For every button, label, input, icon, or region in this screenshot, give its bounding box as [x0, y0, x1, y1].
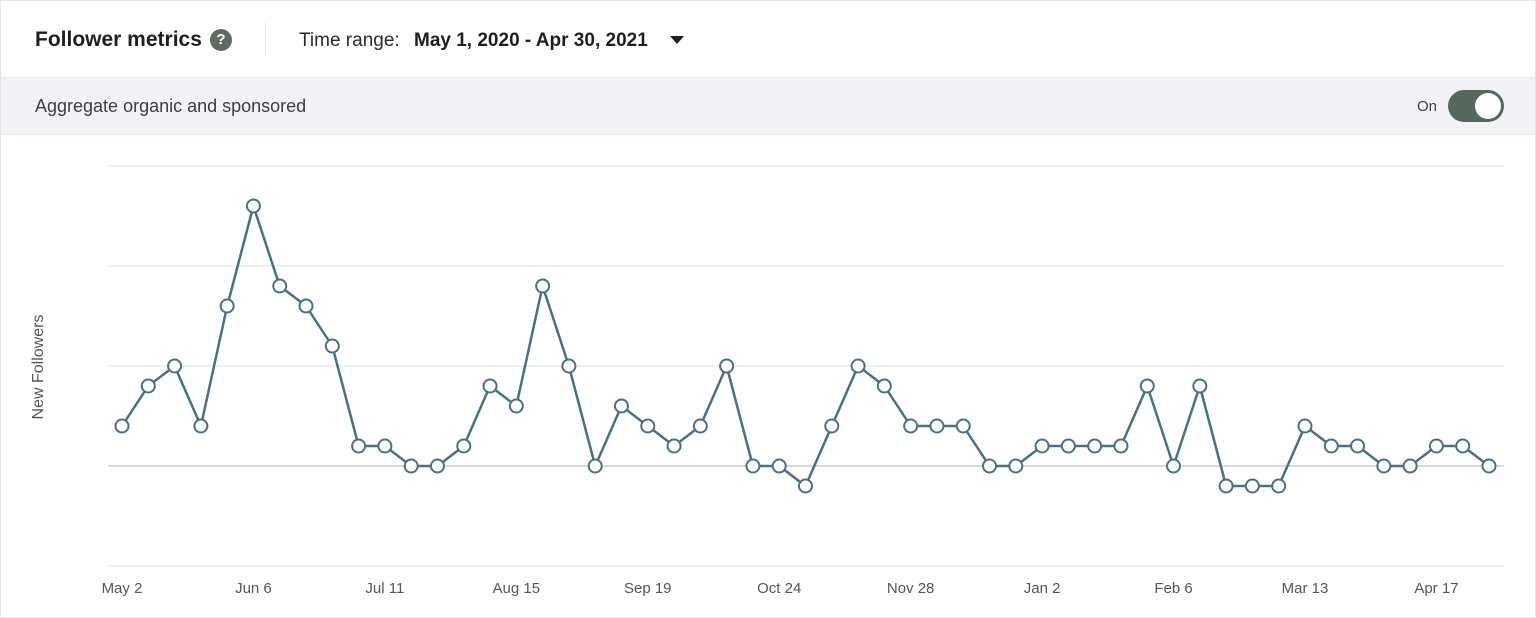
data-point[interactable]	[482, 378, 498, 394]
x-tick-label: Mar 13	[1282, 580, 1329, 597]
data-point[interactable]	[719, 358, 735, 374]
x-tick-label: Aug 15	[493, 580, 541, 597]
data-point[interactable]	[245, 198, 261, 214]
data-point[interactable]	[613, 398, 629, 414]
data-point[interactable]	[1376, 458, 1392, 474]
data-point[interactable]	[324, 338, 340, 354]
data-point[interactable]	[219, 298, 235, 314]
follower-line-chart: New Followers May 2 Jun 6 Jul 11 Aug 15 Sep …	[30, 165, 1504, 597]
x-tick-label: Apr 17	[1414, 580, 1458, 597]
data-point[interactable]	[1113, 438, 1129, 454]
question-circle-icon[interactable]: ?	[210, 29, 232, 51]
aggregate-band: Aggregate organic and sponsored On	[1, 77, 1535, 135]
chart-series	[114, 198, 1497, 494]
card-header: Follower metrics ? Time range: May 1, 20…	[1, 1, 1535, 77]
data-point[interactable]	[298, 298, 314, 314]
data-point[interactable]	[850, 358, 866, 374]
data-point[interactable]	[456, 438, 472, 454]
data-point[interactable]	[929, 418, 945, 434]
data-point[interactable]	[771, 458, 787, 474]
data-point[interactable]	[1455, 438, 1471, 454]
data-point[interactable]	[535, 278, 551, 294]
data-point[interactable]	[1034, 438, 1050, 454]
data-point[interactable]	[876, 378, 892, 394]
aggregate-label: Aggregate organic and sponsored	[35, 96, 307, 116]
toggle-state-label: On	[1417, 98, 1438, 115]
data-point[interactable]	[798, 478, 813, 494]
x-tick-label: Feb 6	[1154, 580, 1192, 597]
data-point[interactable]	[377, 438, 393, 454]
x-tick-label: Jun 6	[235, 580, 272, 597]
data-point[interactable]	[692, 418, 708, 434]
x-tick-label: Oct 24	[757, 580, 801, 597]
data-point[interactable]	[403, 458, 419, 474]
data-point[interactable]	[167, 358, 183, 374]
time-range-label: Time range:	[299, 30, 400, 51]
data-point[interactable]	[1323, 438, 1339, 454]
data-point[interactable]	[1244, 478, 1260, 494]
x-tick-label: Sep 19	[624, 580, 672, 597]
data-point[interactable]	[561, 358, 577, 374]
data-point[interactable]	[745, 458, 761, 474]
x-tick-label: May 2	[102, 580, 143, 597]
data-point[interactable]	[1271, 478, 1287, 494]
x-axis-ticks: May 2 Jun 6 Jul 11 Aug 15 Sep 19 Oct 24 Nov 28…	[102, 580, 1459, 597]
toggle-knob[interactable]	[1475, 93, 1501, 119]
data-point[interactable]	[351, 438, 367, 454]
x-tick-label: Nov 28	[887, 580, 935, 597]
data-point[interactable]	[1428, 438, 1444, 454]
data-point[interactable]	[666, 438, 682, 454]
data-point[interactable]	[1008, 458, 1024, 474]
time-range-dropdown[interactable]: May 1, 2020 - Apr 30, 2021	[414, 30, 648, 51]
data-point[interactable]	[114, 418, 130, 434]
data-point[interactable]	[1139, 378, 1155, 394]
data-point[interactable]	[1481, 458, 1497, 474]
data-point[interactable]	[140, 378, 156, 394]
header-divider	[265, 23, 266, 55]
data-point[interactable]	[1350, 438, 1366, 454]
data-point[interactable]	[824, 418, 840, 434]
data-point[interactable]	[1192, 378, 1208, 394]
data-point[interactable]	[1087, 438, 1103, 454]
chart-grid	[108, 165, 1504, 567]
aggregate-toggle[interactable]	[1448, 90, 1504, 122]
data-point[interactable]	[1060, 438, 1076, 454]
data-point[interactable]	[429, 458, 445, 474]
caret-down-icon[interactable]	[670, 36, 684, 44]
data-point[interactable]	[1402, 458, 1418, 474]
data-point[interactable]	[640, 418, 656, 434]
data-point[interactable]	[1297, 418, 1313, 434]
data-point[interactable]	[903, 418, 919, 434]
data-point[interactable]	[1166, 458, 1182, 474]
y-axis-label: New Followers	[30, 315, 47, 420]
data-point[interactable]	[193, 418, 209, 434]
data-point[interactable]	[587, 458, 603, 474]
data-point[interactable]	[508, 398, 524, 414]
x-tick-label: Jan 2	[1024, 580, 1061, 597]
card-title: Follower metrics	[35, 28, 202, 51]
x-tick-label: Jul 11	[365, 580, 404, 597]
data-point[interactable]	[982, 458, 998, 474]
data-point[interactable]	[955, 418, 971, 434]
data-point[interactable]	[1218, 478, 1234, 494]
data-point[interactable]	[272, 278, 288, 294]
